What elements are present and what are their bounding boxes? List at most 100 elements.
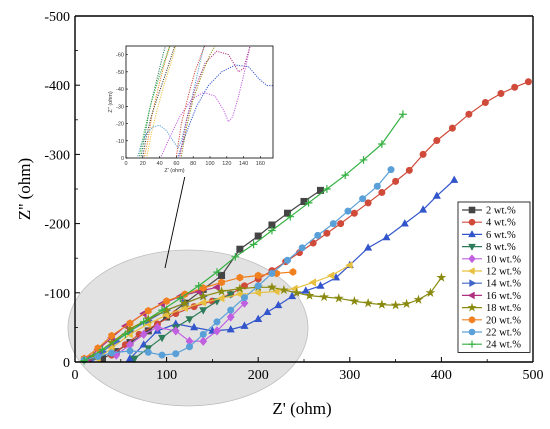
data-point: [126, 319, 134, 328]
data-point: [450, 175, 459, 183]
data-point: [185, 316, 194, 324]
data-point: [108, 349, 116, 357]
data-point: [240, 321, 249, 329]
data-point: [180, 298, 190, 308]
data-point: [236, 245, 244, 253]
data-point: [199, 307, 208, 315]
x-tick-label: 0: [72, 368, 79, 383]
data-point: [329, 220, 337, 228]
data-point: [163, 297, 170, 305]
inset-y-tick-label: -10: [116, 139, 124, 145]
data-point: [291, 287, 302, 297]
inset-series: [137, 46, 273, 157]
data-point: [144, 345, 153, 353]
data-point: [333, 293, 344, 303]
inset-curve-5: [160, 46, 251, 157]
data-point: [390, 300, 401, 310]
legend: 2 wt.%4 wt.%6 wt.%8 wt.%10 wt.% 12 wt.%14…: [457, 201, 531, 353]
inset-y-tick-label: 0: [121, 156, 124, 162]
data-point: [263, 307, 272, 316]
series-group: [80, 78, 532, 365]
inset-y-axis-label: Z'' (ohm): [108, 91, 114, 113]
inset-curve-2: [146, 46, 177, 157]
legend-marker: [468, 218, 476, 226]
inset-x-axis-label: Z' (ohm): [164, 168, 184, 174]
data-point: [235, 283, 245, 293]
inset-x-tick-label: 100: [205, 161, 214, 167]
data-point: [419, 205, 428, 213]
series-line-11: [84, 169, 392, 361]
inset-curve-1: [144, 46, 171, 157]
data-point: [130, 355, 139, 364]
data-point: [180, 303, 188, 313]
data-point: [345, 261, 353, 270]
data-point: [364, 243, 373, 251]
data-point: [448, 124, 456, 132]
data-point: [465, 110, 473, 118]
inset-y-tick-label: -50: [116, 70, 124, 76]
data-point: [216, 286, 227, 296]
data-point: [199, 336, 208, 346]
inset-plot: 0 20 40 60 80 100 120 140 160 0 -10 -20 -30 -40 -50 -60…: [108, 43, 276, 177]
data-point: [176, 294, 185, 303]
data-point: [158, 306, 166, 314]
data-point: [126, 347, 134, 355]
inset-x-tick-label: 160: [256, 161, 265, 167]
data-point: [419, 150, 427, 158]
data-point: [80, 356, 88, 365]
data-point: [231, 252, 240, 261]
data-point: [98, 345, 107, 354]
data-point: [378, 188, 386, 196]
legend-label: 12 wt.%: [486, 267, 521, 278]
data-point: [301, 286, 310, 294]
legend-marker: [468, 230, 476, 238]
data-point: [235, 290, 243, 299]
data-point: [249, 240, 258, 249]
data-point: [190, 322, 199, 331]
y-tick-label: -200: [44, 218, 70, 233]
x-tick-label: 300: [339, 368, 360, 383]
data-point: [213, 326, 221, 336]
data-point: [413, 294, 424, 304]
legend-box: [457, 201, 531, 353]
data-point: [121, 330, 130, 339]
data-point: [289, 268, 297, 276]
legend-marker: [468, 316, 476, 324]
series-line-5: [115, 302, 245, 356]
data-point: [364, 199, 372, 207]
data-point: [212, 283, 220, 292]
inset-curve-6: [177, 64, 273, 157]
data-point: [218, 271, 226, 279]
data-point: [359, 156, 368, 164]
data-point: [240, 298, 249, 308]
inset-y-tick-label: -40: [116, 87, 124, 93]
data-point: [240, 294, 248, 302]
legend-marker: [467, 291, 475, 300]
data-point: [432, 191, 441, 199]
data-point: [198, 298, 207, 307]
data-point: [327, 271, 335, 280]
legend-label: 14 wt.%: [486, 279, 521, 290]
inset-y-tick-label: -60: [116, 53, 124, 59]
data-point: [217, 294, 225, 303]
inset-curve-8: [179, 46, 251, 157]
data-point: [363, 298, 373, 308]
data-point: [341, 171, 350, 179]
y-axis-label: Z'' (ohm): [15, 158, 34, 220]
data-point: [139, 329, 148, 339]
data-point: [171, 326, 180, 336]
inset-curve-7: [175, 46, 206, 157]
data-point: [125, 323, 135, 333]
data-point: [387, 166, 395, 174]
data-point: [254, 232, 262, 240]
inset-x-tick-label: 80: [190, 161, 196, 167]
legend-marker: [468, 206, 476, 214]
data-point: [172, 350, 180, 358]
legend-label: 22 wt.%: [486, 328, 521, 339]
legend-label: 2 wt.%: [486, 206, 516, 217]
data-point: [236, 273, 244, 282]
data-point: [162, 310, 170, 319]
data-point: [304, 199, 313, 207]
data-point: [278, 284, 289, 295]
